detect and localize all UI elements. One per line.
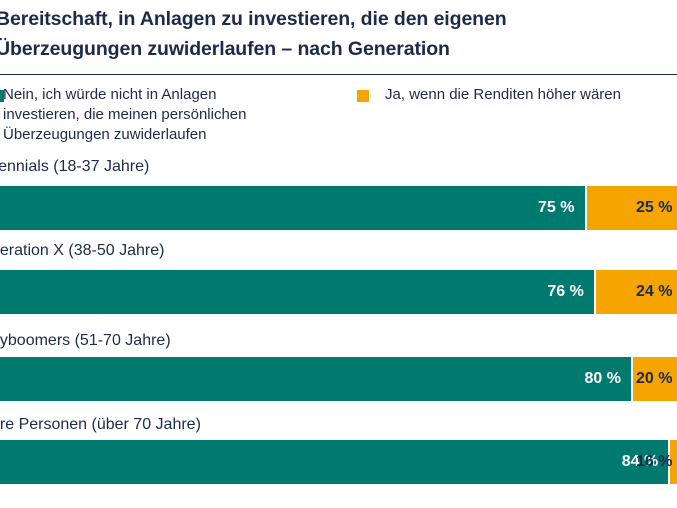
category-label: llennials (18-37 Jahre) (0, 158, 150, 175)
data-label-nein: 80 % (584, 370, 621, 387)
bar-segment-nein (0, 357, 631, 401)
bar-segment-nein (0, 186, 585, 230)
legend-swatch-ja (357, 90, 369, 102)
data-label-ja: 16 % (636, 453, 673, 470)
data-label-ja: 20 % (636, 370, 673, 387)
legend-swatch-nein (0, 90, 4, 102)
category-label: byboomers (51-70 Jahre) (0, 332, 171, 349)
bar-segment-ja (595, 270, 677, 314)
bar-segment-nein (0, 270, 594, 314)
title-divider (0, 74, 677, 75)
data-label-nein: 84 % (621, 453, 659, 470)
data-label-ja: 25 % (636, 199, 673, 216)
data-label-nein: 75 % (538, 199, 575, 216)
bar-segment-ja (670, 440, 677, 484)
chart-title-line-2: Überzeugungen zuwiderlaufen – nach Gener… (0, 38, 450, 60)
chart-title-line-1: Bereitschaft, in Anlagen zu investieren,… (0, 8, 507, 30)
bar-segment-ja (633, 357, 677, 401)
bar-segment-ja (586, 186, 677, 230)
category-label: ere Personen (über 70 Jahre) (0, 416, 201, 433)
legend-label-nein: Nein, ich würde nicht in Anlagen investi… (3, 86, 247, 143)
category-label: neration X (38-50 Jahre) (0, 242, 165, 259)
data-label-ja: 24 % (636, 283, 673, 300)
legend-label-ja: Ja, wenn die Renditen höher wären (385, 86, 621, 103)
bar-segment-nein (0, 440, 669, 484)
data-label-nein: 76 % (547, 283, 584, 300)
